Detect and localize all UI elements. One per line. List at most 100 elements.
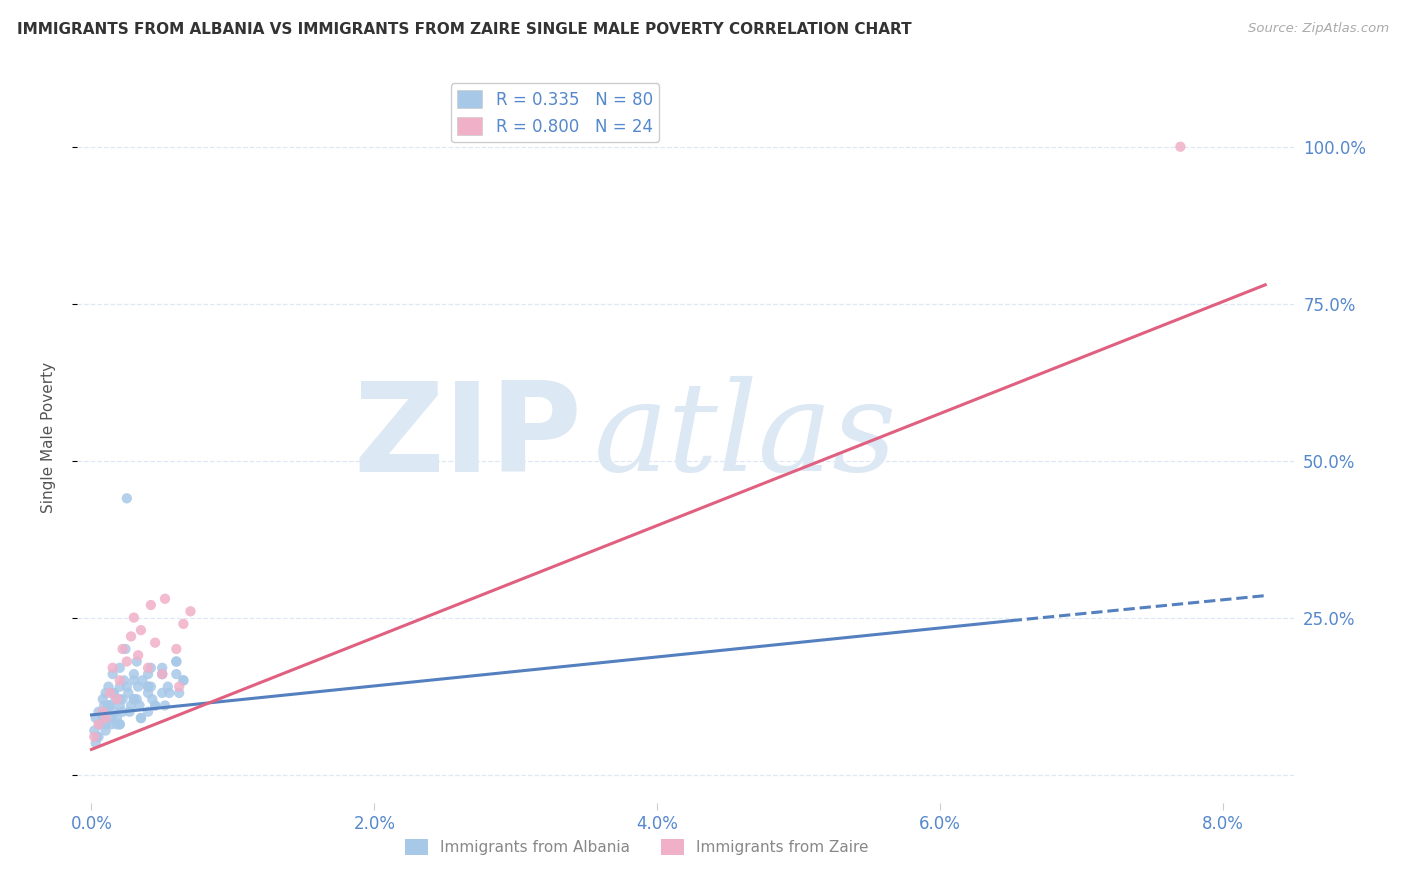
Point [136, 680, 159, 694]
Point [165, 655, 187, 669]
Point [127, 648, 149, 663]
Point [122, 610, 145, 624]
Point [101, 686, 124, 700]
Point [1170, 139, 1192, 153]
Point [84, 711, 107, 725]
Point [143, 636, 166, 650]
Point [108, 698, 131, 713]
Point [94, 711, 117, 725]
Y-axis label: Single Male Poverty: Single Male Poverty [42, 361, 56, 513]
Point [98, 698, 121, 713]
Point [120, 698, 142, 713]
Point [118, 705, 141, 719]
Point [86, 730, 108, 744]
Point [108, 717, 131, 731]
Point [143, 698, 166, 713]
Point [150, 661, 173, 675]
Point [139, 680, 162, 694]
Point [108, 692, 131, 706]
Point [108, 673, 131, 688]
Point [103, 686, 125, 700]
Point [101, 661, 124, 675]
Point [128, 698, 150, 713]
Point [100, 711, 122, 725]
Legend: Immigrants from Albania, Immigrants from Zaire: Immigrants from Albania, Immigrants from… [399, 833, 875, 861]
Point [91, 705, 114, 719]
Point [111, 705, 134, 719]
Point [101, 686, 124, 700]
Point [165, 655, 187, 669]
Point [93, 698, 115, 713]
Point [143, 698, 166, 713]
Point [129, 711, 152, 725]
Point [141, 692, 163, 706]
Point [94, 686, 117, 700]
Point [97, 698, 120, 713]
Point [150, 667, 173, 681]
Point [129, 711, 152, 725]
Text: Source: ZipAtlas.com: Source: ZipAtlas.com [1249, 22, 1389, 36]
Point [120, 629, 142, 643]
Point [172, 673, 194, 688]
Point [103, 705, 125, 719]
Point [91, 711, 114, 725]
Point [125, 692, 148, 706]
Point [150, 667, 173, 681]
Point [87, 730, 110, 744]
Point [150, 667, 173, 681]
Point [156, 680, 179, 694]
Point [115, 491, 138, 506]
Point [115, 680, 138, 694]
Point [139, 598, 162, 612]
Point [105, 692, 128, 706]
Point [153, 698, 176, 713]
Point [94, 717, 117, 731]
Point [87, 717, 110, 731]
Point [136, 705, 159, 719]
Point [84, 736, 107, 750]
Point [94, 705, 117, 719]
Point [172, 673, 194, 688]
Point [139, 661, 162, 675]
Point [105, 711, 128, 725]
Point [83, 723, 105, 738]
Text: atlas: atlas [595, 376, 897, 498]
Point [179, 604, 201, 618]
Point [129, 623, 152, 637]
Point [94, 723, 117, 738]
Point [97, 680, 120, 694]
Point [89, 717, 111, 731]
Point [136, 686, 159, 700]
Point [87, 705, 110, 719]
Point [165, 667, 187, 681]
Point [89, 717, 111, 731]
Point [112, 673, 135, 688]
Point [136, 667, 159, 681]
Point [108, 717, 131, 731]
Point [98, 686, 121, 700]
Point [111, 642, 134, 657]
Point [150, 686, 173, 700]
Point [114, 642, 136, 657]
Point [101, 667, 124, 681]
Point [167, 680, 190, 694]
Point [115, 655, 138, 669]
Point [111, 692, 134, 706]
Point [127, 680, 149, 694]
Point [97, 698, 120, 713]
Point [122, 667, 145, 681]
Point [91, 692, 114, 706]
Point [153, 591, 176, 606]
Point [122, 673, 145, 688]
Point [136, 661, 159, 675]
Point [108, 661, 131, 675]
Point [136, 680, 159, 694]
Point [122, 692, 145, 706]
Point [165, 642, 187, 657]
Text: IMMIGRANTS FROM ALBANIA VS IMMIGRANTS FROM ZAIRE SINGLE MALE POVERTY CORRELATION: IMMIGRANTS FROM ALBANIA VS IMMIGRANTS FR… [17, 22, 911, 37]
Point [108, 680, 131, 694]
Point [157, 686, 180, 700]
Point [105, 717, 128, 731]
Point [131, 673, 153, 688]
Point [122, 692, 145, 706]
